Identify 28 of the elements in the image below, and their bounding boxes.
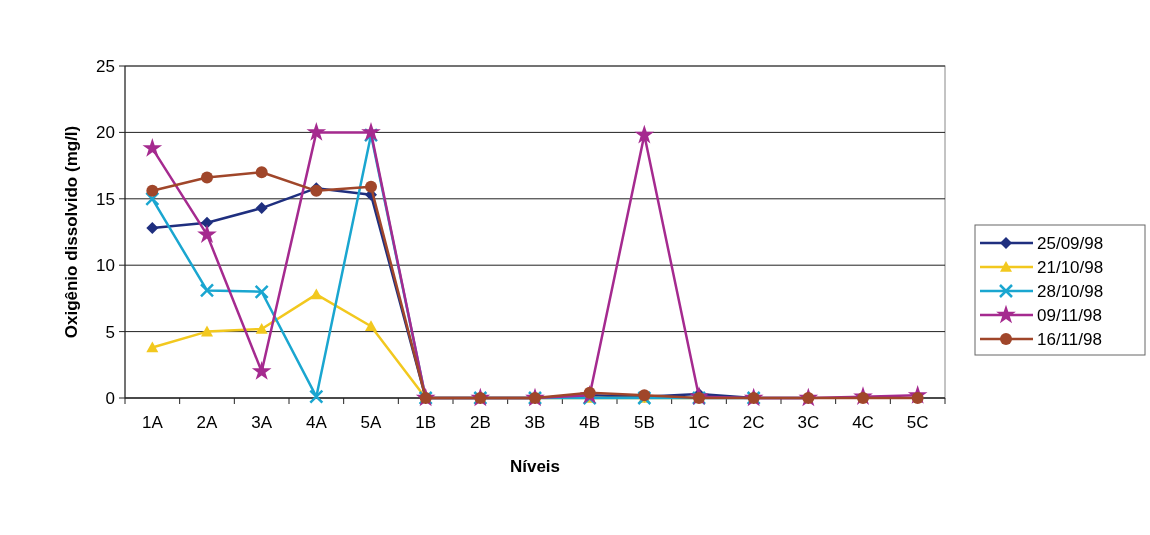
x-tick-label: 2A: [196, 413, 219, 432]
x-axis-title: Níveis: [509, 457, 561, 476]
x-tick-label: 4C: [852, 413, 874, 432]
x-tick-label: 5A: [360, 413, 383, 432]
x-tick-label: 3B: [524, 413, 546, 432]
x-tick-label: 1A: [141, 413, 164, 432]
y-tick-label: 20: [96, 123, 115, 143]
x-tick-label: 1B: [415, 413, 437, 432]
y-tick-label: 25: [96, 56, 115, 76]
x-tick-label: 5B: [633, 413, 655, 432]
x-tick-label: 4A: [305, 413, 328, 432]
legend-label: 25/09/98: [1037, 233, 1104, 253]
legend-label: 21/10/98: [1037, 257, 1104, 277]
legend-label: 28/10/98: [1037, 281, 1104, 301]
legend-label: 16/11/98: [1037, 329, 1102, 349]
x-tick-label: 3C: [797, 413, 820, 432]
x-tick-label: 1C: [688, 413, 710, 432]
x-tick-label: 4B: [579, 413, 601, 432]
y-tick-label: 5: [105, 322, 115, 342]
y-tick-label: 10: [96, 256, 115, 276]
x-tick-label: 2C: [742, 413, 765, 432]
y-tick-label: 15: [96, 189, 115, 209]
legend-label: 09/11/98: [1037, 305, 1102, 325]
y-axis-title: Oxigênio dissolvido (mg/l): [62, 125, 81, 339]
x-tick-label: 5C: [906, 413, 929, 432]
y-tick-label: 0: [105, 388, 115, 408]
x-tick-label: 2B: [469, 413, 491, 432]
x-tick-label: 3A: [251, 413, 273, 432]
